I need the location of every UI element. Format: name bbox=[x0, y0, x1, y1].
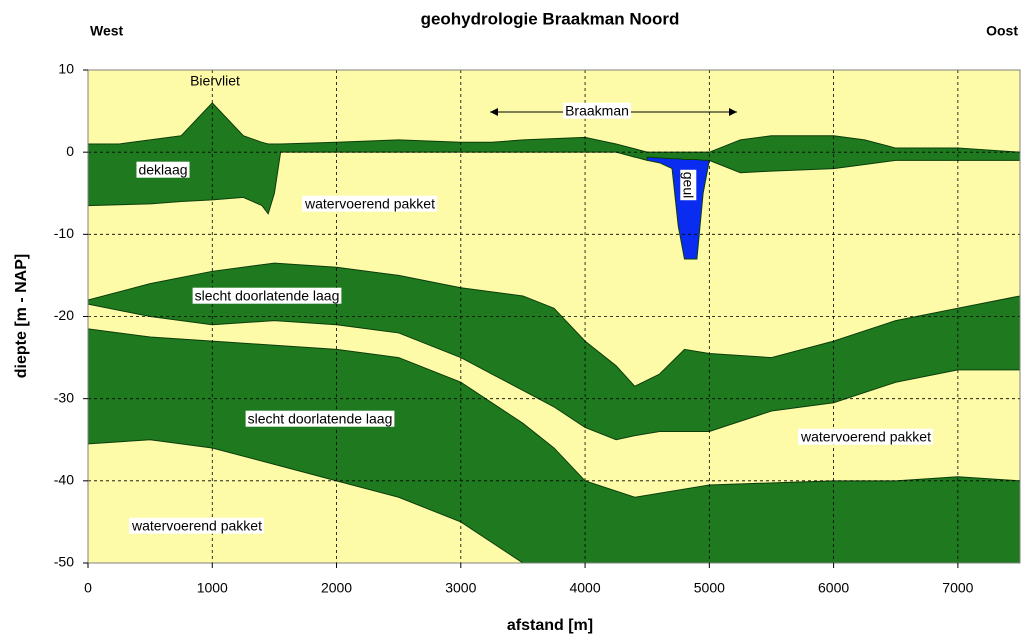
label-box bbox=[129, 517, 265, 534]
layer bbox=[88, 102, 1020, 215]
annotation-text: Braakman bbox=[565, 103, 629, 119]
label-box bbox=[302, 195, 438, 212]
y-tick-label: 0 bbox=[66, 143, 74, 159]
annotation: watervoerend pakket bbox=[302, 195, 438, 212]
layer bbox=[88, 262, 1020, 441]
label-box bbox=[136, 161, 190, 178]
x-tick-label: 3000 bbox=[445, 580, 476, 596]
annotation: deklaag bbox=[136, 161, 190, 178]
x-axis-label: afstand [m] bbox=[507, 617, 593, 634]
annotation: Biervliet bbox=[190, 73, 240, 89]
y-tick-label: -20 bbox=[54, 307, 74, 323]
x-tick-label: 4000 bbox=[569, 580, 600, 596]
y-tick-label: -10 bbox=[54, 225, 74, 241]
annotation-text: slecht doorlatende laag bbox=[195, 288, 340, 304]
layer bbox=[88, 328, 1020, 563]
x-tick-label: 6000 bbox=[818, 580, 849, 596]
y-tick-label: -50 bbox=[54, 554, 74, 570]
y-tick-label: -30 bbox=[54, 389, 74, 405]
x-tick-label: 2000 bbox=[321, 580, 352, 596]
arrow-head bbox=[490, 108, 498, 116]
chart-title: geohydrologie Braakman Noord bbox=[421, 9, 680, 28]
x-tick-label: 5000 bbox=[694, 580, 725, 596]
annotation-text: slecht doorlatende laag bbox=[248, 411, 393, 427]
annotation: watervoerend pakket bbox=[129, 517, 265, 534]
y-tick-label: 10 bbox=[58, 61, 74, 77]
y-axis-label: diepte [m - NAP] bbox=[13, 254, 30, 378]
annotation-text: West bbox=[90, 23, 124, 39]
x-tick-label: 0 bbox=[84, 580, 92, 596]
annotation-text: watervoerend pakket bbox=[304, 196, 435, 212]
annotation: Braakman bbox=[563, 102, 631, 119]
annotation-text: watervoerend pakket bbox=[131, 518, 262, 534]
label-box bbox=[680, 169, 697, 201]
x-tick-label: 1000 bbox=[197, 580, 228, 596]
annotation: Oost bbox=[986, 23, 1018, 39]
y-tick-label: -40 bbox=[54, 472, 74, 488]
label-box bbox=[245, 410, 395, 427]
annotation-text: Oost bbox=[986, 23, 1018, 39]
annotation-text: Biervliet bbox=[190, 73, 240, 89]
label-box bbox=[798, 428, 934, 445]
annotation: slecht doorlatende laag bbox=[245, 410, 395, 427]
annotation: slecht doorlatende laag bbox=[192, 287, 342, 304]
label-box bbox=[192, 287, 342, 304]
annotation-text: geul bbox=[680, 172, 696, 198]
label-box bbox=[563, 102, 631, 119]
arrow-head bbox=[729, 108, 737, 116]
annotation-text: deklaag bbox=[138, 162, 187, 178]
annotation: West bbox=[90, 23, 124, 39]
x-tick-label: 7000 bbox=[942, 580, 973, 596]
annotation-text: watervoerend pakket bbox=[800, 429, 931, 445]
annotation: geul bbox=[680, 169, 697, 201]
annotation: watervoerend pakket bbox=[798, 428, 934, 445]
